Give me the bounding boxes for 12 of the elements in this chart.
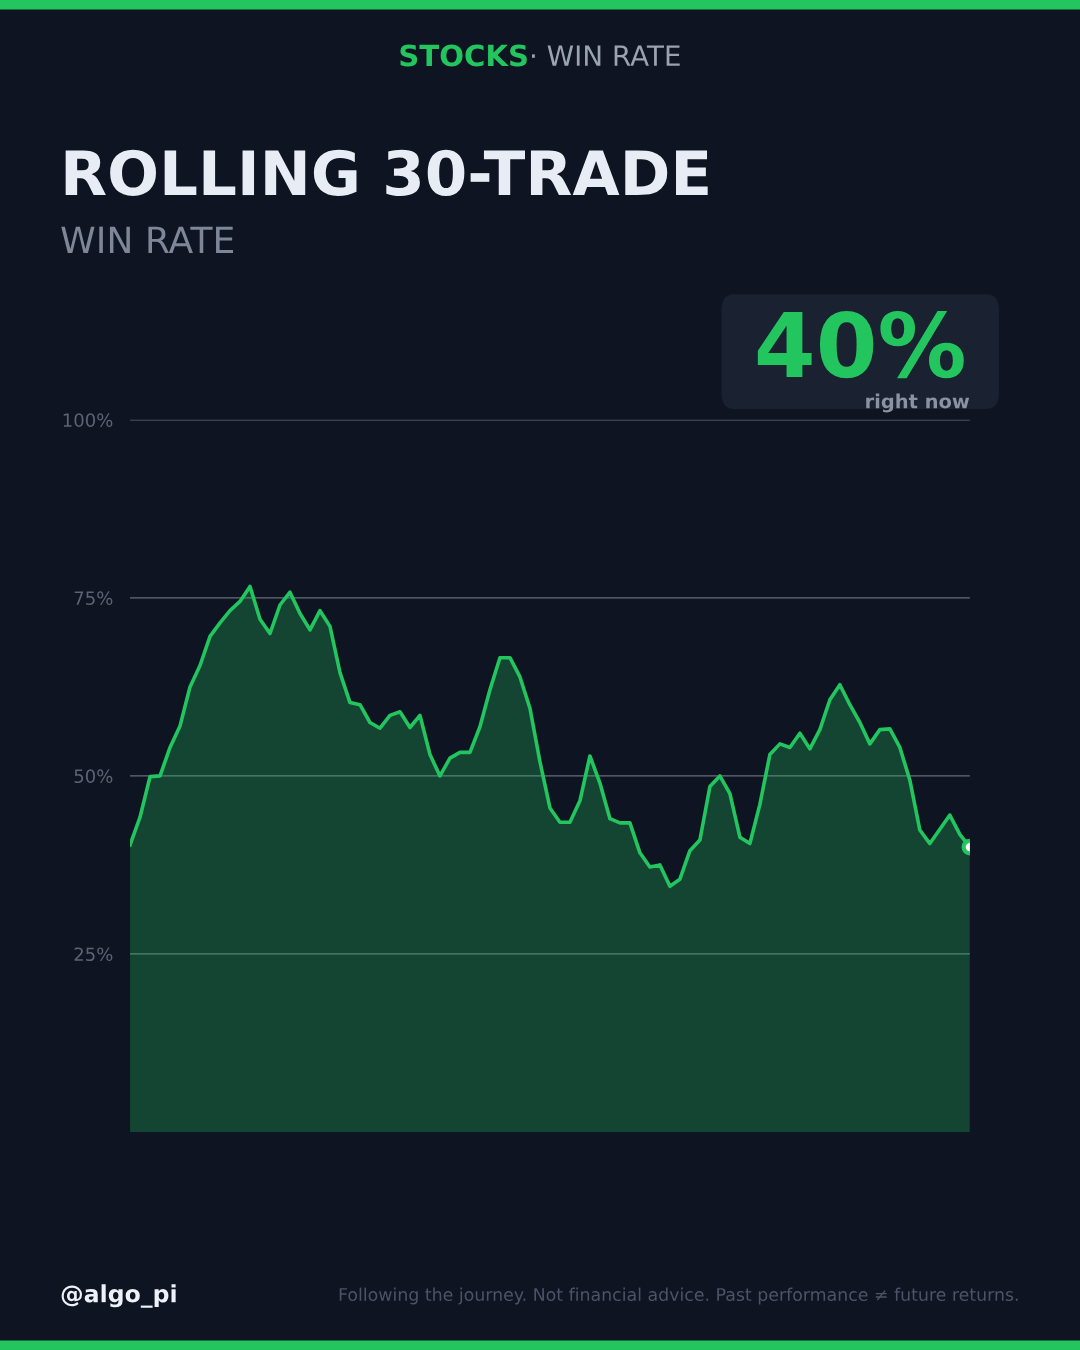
text: · WIN RATE [531, 45, 680, 66]
y-tick-label: 25% [74, 947, 113, 962]
text: right now [866, 393, 970, 413]
y-tick-label: 100% [63, 413, 113, 427]
chart-title: ROLLING 30-TRADE [65, 149, 708, 196]
text: 40% [757, 310, 964, 379]
text: Following the journey. Not financial advice. Past performance ≠ future returns. [339, 1287, 1018, 1305]
text: STOCKS [400, 44, 527, 67]
chart-subtitle: WIN RATE [61, 226, 234, 253]
y-tick-label: 50% [74, 769, 113, 784]
y-tick-label: 75% [74, 591, 113, 605]
text: @algo_pi [61, 1284, 176, 1308]
